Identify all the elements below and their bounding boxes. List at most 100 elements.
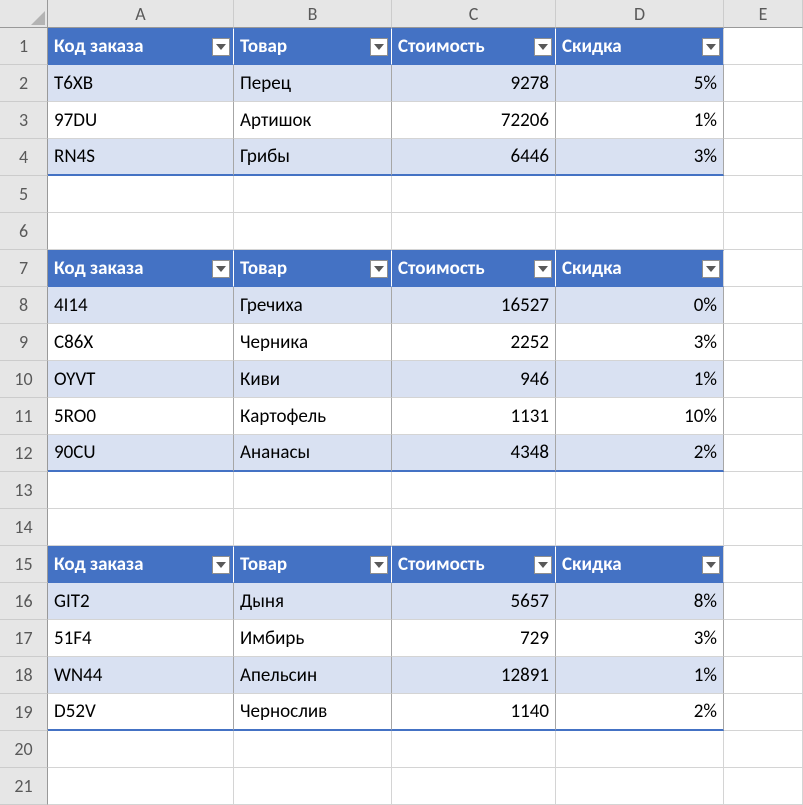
empty-cell[interactable] <box>48 509 234 546</box>
empty-cell[interactable] <box>48 731 234 768</box>
filter-dropdown-icon[interactable] <box>534 556 552 574</box>
row-header-20[interactable]: 20 <box>0 731 48 768</box>
empty-cell[interactable] <box>724 28 803 65</box>
empty-cell[interactable] <box>234 176 392 213</box>
empty-cell[interactable] <box>556 472 724 509</box>
empty-cell[interactable] <box>392 176 556 213</box>
empty-cell[interactable] <box>724 250 803 287</box>
cell-discount[interactable]: 3% <box>556 139 724 176</box>
cell-product[interactable]: Гречиха <box>234 287 392 324</box>
cell-order-code[interactable]: 90CU <box>48 435 234 472</box>
cell-cost[interactable]: 9278 <box>392 65 556 102</box>
row-header-12[interactable]: 12 <box>0 435 48 472</box>
row-header-18[interactable]: 18 <box>0 657 48 694</box>
empty-cell[interactable] <box>724 361 803 398</box>
row-header-21[interactable]: 21 <box>0 768 48 805</box>
cell-discount[interactable]: 10% <box>556 398 724 435</box>
cell-order-code[interactable]: 97DU <box>48 102 234 139</box>
empty-cell[interactable] <box>556 731 724 768</box>
empty-cell[interactable] <box>724 139 803 176</box>
table-header-cell[interactable]: Стоимость <box>392 28 556 65</box>
cell-discount[interactable]: 1% <box>556 361 724 398</box>
filter-dropdown-icon[interactable] <box>534 38 552 56</box>
cell-order-code[interactable]: T6XB <box>48 65 234 102</box>
cell-cost[interactable]: 729 <box>392 620 556 657</box>
spreadsheet-grid[interactable]: ABCDE1 Код заказа Товар Стоимость Скидка… <box>0 0 803 805</box>
empty-cell[interactable] <box>48 768 234 805</box>
column-header-D[interactable]: D <box>556 0 724 28</box>
empty-cell[interactable] <box>392 731 556 768</box>
cell-order-code[interactable]: GIT2 <box>48 583 234 620</box>
empty-cell[interactable] <box>724 435 803 472</box>
empty-cell[interactable] <box>724 509 803 546</box>
cell-cost[interactable]: 6446 <box>392 139 556 176</box>
column-header-B[interactable]: B <box>234 0 392 28</box>
table-header-cell[interactable]: Товар <box>234 546 392 583</box>
row-header-11[interactable]: 11 <box>0 398 48 435</box>
cell-discount[interactable]: 2% <box>556 435 724 472</box>
empty-cell[interactable] <box>234 472 392 509</box>
cell-discount[interactable]: 1% <box>556 102 724 139</box>
row-header-13[interactable]: 13 <box>0 472 48 509</box>
cell-discount[interactable]: 1% <box>556 657 724 694</box>
row-header-6[interactable]: 6 <box>0 213 48 250</box>
empty-cell[interactable] <box>724 324 803 361</box>
empty-cell[interactable] <box>724 620 803 657</box>
cell-discount[interactable]: 0% <box>556 287 724 324</box>
row-header-7[interactable]: 7 <box>0 250 48 287</box>
cell-cost[interactable]: 2252 <box>392 324 556 361</box>
cell-cost[interactable]: 72206 <box>392 102 556 139</box>
table-header-cell[interactable]: Скидка <box>556 546 724 583</box>
cell-product[interactable]: Артишок <box>234 102 392 139</box>
row-header-2[interactable]: 2 <box>0 65 48 102</box>
filter-dropdown-icon[interactable] <box>702 556 720 574</box>
cell-order-code[interactable]: WN44 <box>48 657 234 694</box>
cell-cost[interactable]: 1140 <box>392 694 556 731</box>
empty-cell[interactable] <box>392 768 556 805</box>
row-header-14[interactable]: 14 <box>0 509 48 546</box>
table-header-cell[interactable]: Стоимость <box>392 250 556 287</box>
table-header-cell[interactable]: Код заказа <box>48 28 234 65</box>
filter-dropdown-icon[interactable] <box>212 260 230 278</box>
filter-dropdown-icon[interactable] <box>370 38 388 56</box>
empty-cell[interactable] <box>234 213 392 250</box>
cell-product[interactable]: Грибы <box>234 139 392 176</box>
table-header-cell[interactable]: Скидка <box>556 250 724 287</box>
cell-cost[interactable]: 946 <box>392 361 556 398</box>
row-header-9[interactable]: 9 <box>0 324 48 361</box>
empty-cell[interactable] <box>724 472 803 509</box>
cell-order-code[interactable]: RN4S <box>48 139 234 176</box>
empty-cell[interactable] <box>234 509 392 546</box>
cell-product[interactable]: Апельсин <box>234 657 392 694</box>
cell-discount[interactable]: 2% <box>556 694 724 731</box>
row-header-3[interactable]: 3 <box>0 102 48 139</box>
cell-discount[interactable]: 8% <box>556 583 724 620</box>
row-header-1[interactable]: 1 <box>0 28 48 65</box>
empty-cell[interactable] <box>392 472 556 509</box>
empty-cell[interactable] <box>48 213 234 250</box>
table-header-cell[interactable]: Стоимость <box>392 546 556 583</box>
empty-cell[interactable] <box>556 509 724 546</box>
cell-cost[interactable]: 16527 <box>392 287 556 324</box>
empty-cell[interactable] <box>392 509 556 546</box>
column-header-E[interactable]: E <box>724 0 803 28</box>
empty-cell[interactable] <box>724 657 803 694</box>
empty-cell[interactable] <box>724 287 803 324</box>
filter-dropdown-icon[interactable] <box>702 260 720 278</box>
cell-order-code[interactable]: C86X <box>48 324 234 361</box>
cell-discount[interactable]: 3% <box>556 620 724 657</box>
table-header-cell[interactable]: Товар <box>234 250 392 287</box>
empty-cell[interactable] <box>48 472 234 509</box>
row-header-17[interactable]: 17 <box>0 620 48 657</box>
empty-cell[interactable] <box>724 398 803 435</box>
cell-order-code[interactable]: 51F4 <box>48 620 234 657</box>
row-header-10[interactable]: 10 <box>0 361 48 398</box>
empty-cell[interactable] <box>392 213 556 250</box>
cell-product[interactable]: Ананасы <box>234 435 392 472</box>
cell-order-code[interactable]: 5RO0 <box>48 398 234 435</box>
cell-product[interactable]: Картофель <box>234 398 392 435</box>
filter-dropdown-icon[interactable] <box>370 260 388 278</box>
cell-cost[interactable]: 12891 <box>392 657 556 694</box>
cell-cost[interactable]: 1131 <box>392 398 556 435</box>
cell-order-code[interactable]: OYVT <box>48 361 234 398</box>
